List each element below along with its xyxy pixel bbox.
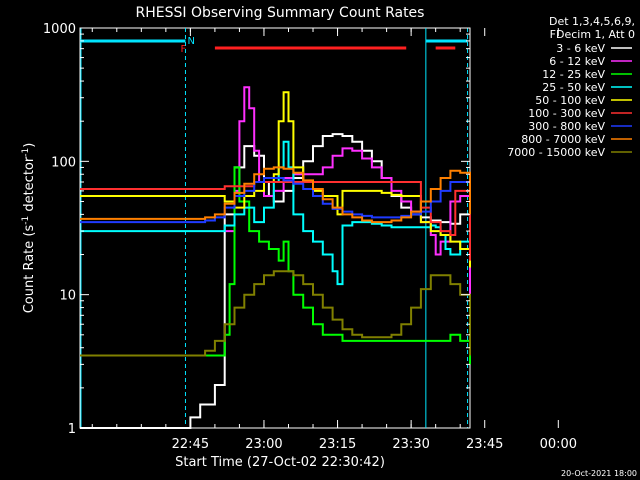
flag-bars: NF (80, 28, 469, 428)
legend-header-line2: FDecim 1, Att 0 (550, 28, 635, 41)
x-tick-label-3: 23:30 (392, 437, 429, 452)
series-line-4 (80, 91, 471, 268)
legend-label-4: 50 - 100 keV (535, 94, 605, 107)
legend-label-1: 6 - 12 keV (549, 55, 605, 68)
night-flag-label: N (187, 36, 194, 47)
y-axis-label: Count Rate (s-1 detector-1) (21, 143, 37, 314)
series-line-0 (80, 133, 471, 429)
legend-label-6: 300 - 800 keV (528, 120, 605, 133)
series-line-5 (80, 181, 471, 261)
series-line-2 (80, 166, 471, 365)
series-line-7 (80, 166, 471, 224)
y-tick-label-1: 10 (59, 289, 76, 304)
legend-label-7: 800 - 7000 keV (521, 133, 605, 146)
x-tick-label-0: 22:45 (172, 437, 209, 452)
chart-title: RHESSI Observing Summary Count Rates (136, 5, 425, 21)
legend-label-3: 25 - 50 keV (542, 81, 605, 94)
x-tick-label-5: 00:00 (540, 437, 577, 452)
x-tick-label-2: 23:15 (319, 437, 356, 452)
y-tick-label-3: 1000 (43, 22, 76, 37)
y-axis-label-head: Count Rate (s (22, 225, 37, 314)
x-tick-label-1: 23:00 (245, 437, 282, 452)
x-axis-label: Start Time (27-Oct-02 22:30:42) (175, 455, 385, 470)
y-axis-label-sup: -1 (21, 216, 31, 225)
legend-label-5: 100 - 300 keV (528, 107, 605, 120)
x-tick-label-4: 23:45 (466, 437, 503, 452)
legend-label-0: 3 - 6 keV (556, 42, 605, 55)
legend-label-2: 12 - 25 keV (542, 68, 605, 81)
series-layer (80, 86, 471, 429)
timestamp: 20-Oct-2021 18:00 (561, 469, 637, 478)
y-axis: 1 10 100 1000 (43, 22, 470, 437)
legend-header-line1: Det 1,3,4,5,6,9, (549, 15, 635, 28)
series-line-1 (224, 86, 471, 308)
series-line-6 (80, 177, 471, 224)
y-axis-label-sup2: -1 (21, 148, 31, 157)
y-tick-label-2: 100 (51, 155, 76, 170)
y-tick-label-0: 1 (68, 422, 76, 437)
y-axis-label-close: ) (22, 143, 37, 148)
legend-label-8: 7000 - 15000 keV (507, 146, 605, 159)
y-axis-label-mid: detector (22, 156, 37, 216)
legend: Det 1,3,4,5,6,9, FDecim 1, Att 0 3 - 6 k… (507, 15, 635, 159)
x-axis: 22:45 23:00 23:15 23:30 23:45 00:00 (91, 28, 577, 452)
flare-flag-label: F (180, 44, 186, 55)
series-line-8 (80, 270, 471, 357)
